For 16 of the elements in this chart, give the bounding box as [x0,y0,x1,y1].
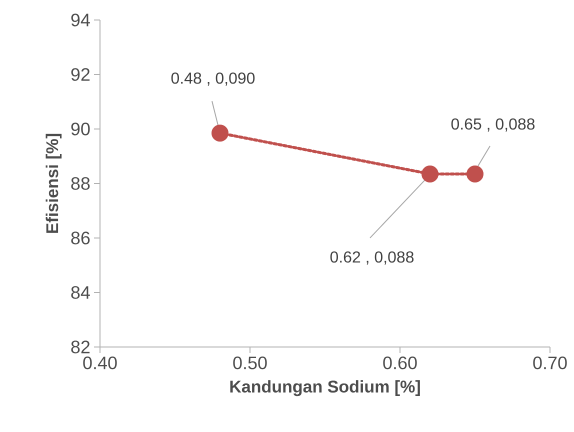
x-tick-label: 0.60 [383,356,417,370]
x-tick-label: 0.40 [83,356,117,370]
x-tick-label: 0.70 [533,356,567,370]
x-tick-label: 0.50 [233,356,267,370]
y-tick-label: 88 [71,177,90,190]
y-tick-label: 94 [71,14,90,26]
annotation: 0.65 , 0,088 [451,118,535,132]
y-tick-label: 82 [71,340,90,354]
y-axis-title: Efisiensi [%] [46,134,62,233]
x-axis-title: Kandungan Sodium [%] [230,380,420,396]
annotation: 0.62 , 0,088 [330,251,414,265]
y-tick-label: 84 [71,286,90,299]
y-tick-label: 86 [71,232,90,244]
annotation: 0.48 , 0,090 [171,72,255,86]
y-tick-label: 92 [71,68,90,81]
y-tick-label: 90 [71,122,90,136]
